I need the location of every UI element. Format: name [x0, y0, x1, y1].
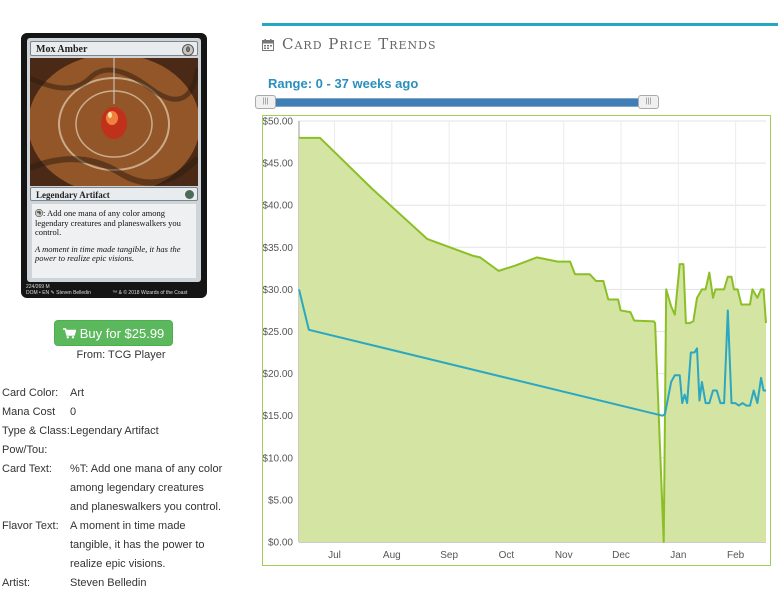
x-tick-label: Sep	[440, 550, 458, 561]
card-title-bar: Mox Amber 0	[30, 41, 198, 56]
card-frame: Mox Amber 0 Legendary Artifact	[27, 38, 201, 282]
range-label: Range: 0 - 37 weeks ago	[268, 76, 419, 91]
y-tick-label: $45.00	[263, 159, 293, 170]
series-area-0	[299, 137, 766, 542]
x-tick-label: Feb	[727, 550, 745, 561]
panel-title-text: Card Price Trends	[282, 35, 437, 53]
detail-value-color: Art	[70, 387, 85, 399]
detail-label-flavor: Flavor Text:	[2, 520, 59, 532]
card-copyright: ™ & © 2018 Wizards of the Coast	[112, 290, 188, 296]
card-art-illustration	[30, 58, 198, 186]
card-image: Mox Amber 0 Legendary Artifact	[21, 33, 207, 298]
x-tick-label: Aug	[383, 550, 401, 561]
range-slider[interactable]: ||| |||	[255, 95, 659, 109]
detail-label-color: Card Color:	[2, 387, 59, 399]
generic-mana-icon: 0	[182, 44, 194, 56]
card-flavor-text: A moment in time made tangible, it has t…	[35, 243, 181, 263]
price-chart-svg: $0.00 $5.00 $10.00 $15.00 $20.00 $25.00 $30.00…	[263, 117, 767, 561]
y-tick-label: $40.00	[263, 201, 293, 212]
detail-label-mana-cost: Mana Cost	[2, 406, 56, 418]
detail-label-type: Type & Class:	[2, 425, 70, 437]
y-tick-label: $10.00	[263, 453, 293, 464]
calendar-icon	[262, 37, 274, 55]
shopping-cart-icon	[62, 322, 77, 348]
card-type-bar: Legendary Artifact	[30, 187, 198, 201]
series-line-0	[299, 136, 767, 543]
y-tick-label: $20.00	[263, 369, 293, 380]
card-name: Mox Amber	[36, 44, 88, 55]
y-tick-label: $50.00	[263, 117, 293, 128]
card-collector-number: 224/269 M	[26, 284, 50, 290]
panel-title: Card Price Trends	[262, 35, 437, 55]
detail-label-artist: Artist:	[2, 577, 31, 589]
range-slider-handle-min[interactable]: |||	[255, 95, 276, 109]
buy-button[interactable]: Buy for $25.99	[54, 320, 173, 346]
series-line-1	[298, 289, 766, 417]
y-tick-label: $35.00	[263, 243, 293, 254]
x-tick-label: Dec	[612, 550, 630, 561]
y-tick-label: $0.00	[268, 538, 293, 549]
card-text-box: : Add one mana of any color among legend…	[32, 204, 196, 278]
range-slider-handle-max[interactable]: |||	[638, 95, 659, 109]
price-chart: $0.00 $5.00 $10.00 $15.00 $20.00 $25.00 $30.00…	[262, 115, 771, 566]
tap-symbol-icon	[34, 208, 44, 218]
detail-value-type: Legendary Artifact	[70, 425, 159, 437]
detail-value-flavor: A moment in time made tangible, it has t…	[70, 520, 205, 570]
y-tick-label: $25.00	[263, 327, 293, 338]
x-tick-label: Oct	[499, 550, 515, 561]
detail-value-artist: Steven Belledin	[70, 577, 147, 589]
panel-top-rule	[262, 23, 778, 26]
card-set-line: DOM • EN ✎ Steven Belledin	[26, 290, 91, 296]
x-tick-label: Jan	[670, 550, 686, 561]
detail-label-card-text: Card Text:	[2, 463, 52, 475]
range-slider-track[interactable]	[261, 98, 653, 107]
set-symbol-icon	[185, 190, 194, 199]
y-tick-label: $5.00	[268, 495, 293, 506]
card-details: Card Color: Art Mana Cost 0 Type & Class…	[0, 384, 250, 594]
price-source: From: TCG Player	[76, 349, 166, 361]
detail-label-pow-tou: Pow/Tou:	[2, 444, 48, 456]
y-tick-label: $30.00	[263, 285, 293, 296]
detail-value-mana-cost: 0	[70, 406, 77, 418]
card-footer: 224/269 M DOM • EN ✎ Steven Belledin ™ &…	[26, 284, 187, 296]
x-tick-label: Jul	[328, 550, 341, 561]
card-type-line: Legendary Artifact	[36, 190, 110, 200]
y-tick-label: $15.00	[263, 411, 293, 422]
buy-button-label: Buy for $25.99	[79, 326, 165, 341]
card-art	[30, 58, 198, 186]
card-rules-text: : Add one mana of any color among legend…	[35, 208, 181, 237]
detail-value-card-text: %T: Add one mana of any color among lege…	[70, 463, 223, 513]
x-tick-label: Nov	[555, 550, 573, 561]
